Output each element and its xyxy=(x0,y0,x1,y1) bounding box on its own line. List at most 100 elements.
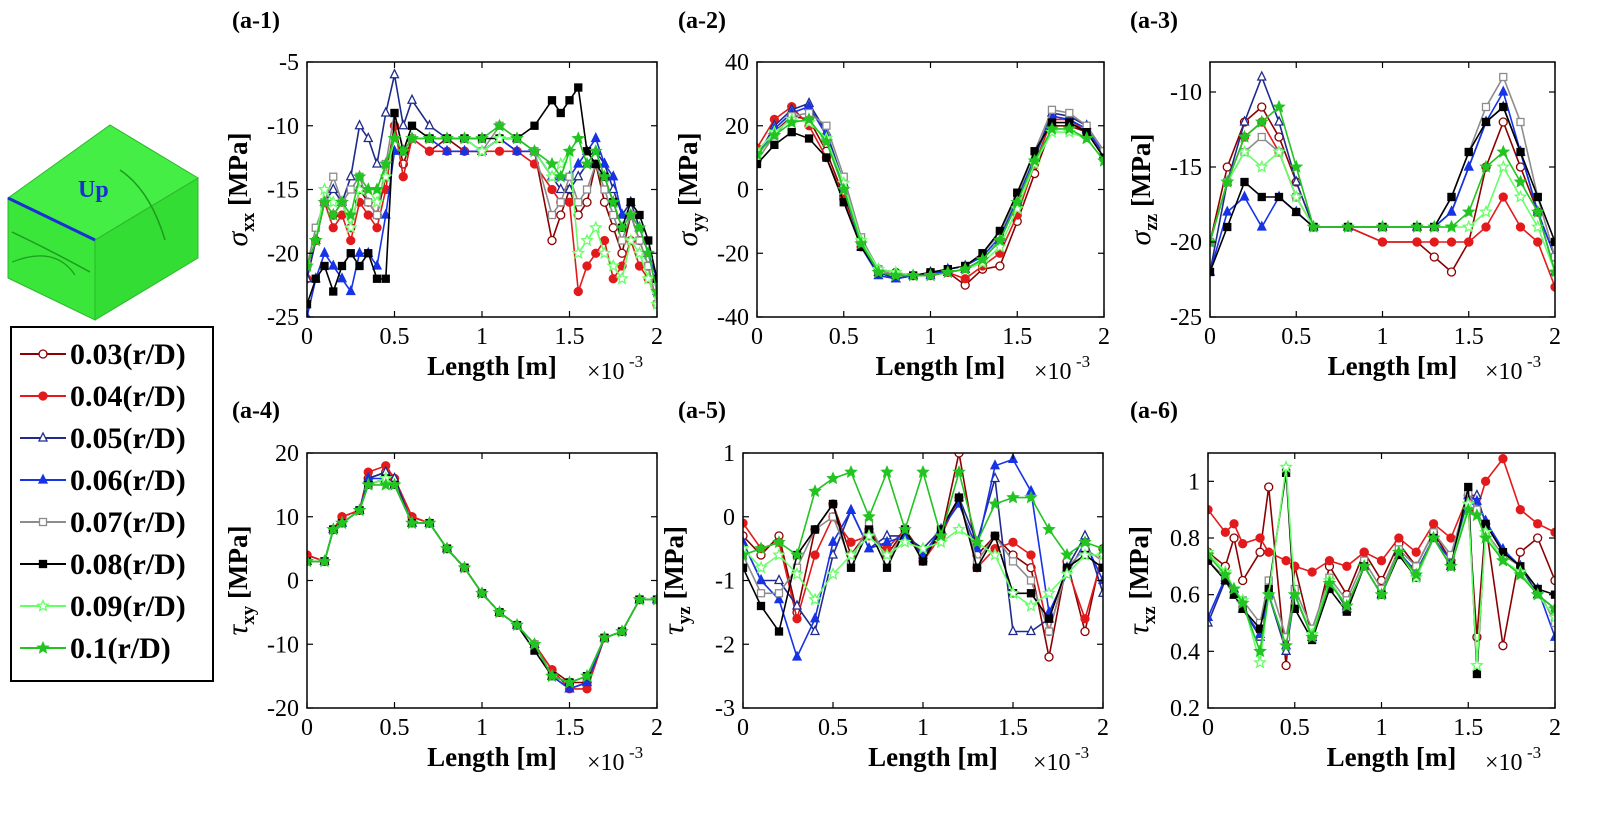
chart-6-panel-label: (a-6) xyxy=(1130,398,1178,424)
chart-3-point xyxy=(1377,237,1388,247)
chart-1-xlabel: Length [m] xyxy=(427,351,557,381)
chart-3-point xyxy=(1273,115,1285,126)
chart-5-point xyxy=(808,484,822,498)
chart-1-point xyxy=(406,93,418,104)
chart-3-point xyxy=(1256,70,1267,81)
chart-1-panel-label: (a-1) xyxy=(232,8,280,34)
chart-1-point xyxy=(555,183,566,194)
chart-3-point xyxy=(1291,175,1302,186)
chart-6-point xyxy=(1229,519,1239,529)
box-blue-edge xyxy=(7,196,96,242)
chart-5-point xyxy=(1044,614,1054,623)
legend-item: 0.07(r/D) xyxy=(12,502,212,542)
chart-1-point xyxy=(615,220,629,234)
chart-4-point xyxy=(422,515,437,529)
chart-5-xtick-label: 1.5 xyxy=(998,715,1028,741)
chart-5-point xyxy=(1007,625,1019,636)
chart-6-point xyxy=(1480,476,1491,486)
chart-3-point xyxy=(1306,219,1321,233)
chart-1-point xyxy=(328,223,338,233)
chart-6-point xyxy=(1255,533,1265,543)
chart-5-point xyxy=(791,650,803,661)
legend-label: 0.06(r/D) xyxy=(70,464,186,497)
chart-3-x-multiplier-exp: -3 xyxy=(1527,352,1541,371)
chart-5-xlabel: Length [m] xyxy=(868,742,998,772)
legend-label: 0.1(r/D) xyxy=(70,632,171,665)
chart-6-point xyxy=(1426,530,1441,544)
chart-2-ytick-label: -40 xyxy=(717,305,749,331)
chart-1-point xyxy=(378,156,393,170)
legend-marker-icon xyxy=(20,640,66,654)
chart-1-point xyxy=(346,185,355,194)
chart-4-axes-box xyxy=(306,452,658,709)
chart-3-ytick-label: -25 xyxy=(1170,305,1202,331)
chart-4-point xyxy=(405,515,419,529)
chart-1-point xyxy=(396,144,411,158)
chart-6-point xyxy=(1208,505,1213,515)
chart-6-point xyxy=(1461,502,1476,516)
chart-1-point xyxy=(328,259,339,270)
chart-5-point xyxy=(863,542,875,553)
chart-1-point xyxy=(343,220,358,234)
chart-6-point xyxy=(1227,581,1241,595)
chart-1-point xyxy=(623,233,638,247)
chart-2-series-line-8 xyxy=(757,118,1104,277)
chart-6-ytick-label: 0.6 xyxy=(1170,583,1200,609)
chart-5-point xyxy=(934,528,948,542)
chart-5-point xyxy=(898,522,912,536)
legend-label: 0.07(r/D) xyxy=(70,506,186,539)
chart-4-point xyxy=(307,554,314,568)
chart-3-point xyxy=(1210,267,1215,277)
chart-5-point xyxy=(1098,563,1103,572)
chart-4-ytick-label: 10 xyxy=(275,505,299,531)
chart-3-xtick-label: 0 xyxy=(1204,324,1216,350)
chart-2-point xyxy=(757,147,764,161)
legend-marker-icon xyxy=(20,559,66,569)
chart-3-point xyxy=(1516,117,1525,127)
chart-1-point xyxy=(582,147,592,156)
chart-1-point xyxy=(530,121,539,130)
chart-2-point xyxy=(1045,121,1059,135)
chart-6-point xyxy=(1322,576,1337,590)
chart-4-point xyxy=(492,605,507,619)
chart-4-point xyxy=(545,668,559,682)
chart-5-point xyxy=(989,459,1001,470)
chart-3-axes-box xyxy=(1209,61,1556,318)
chart-1-point xyxy=(389,68,400,79)
legend-marker xyxy=(38,517,48,527)
chart-5-ytick-label: 0 xyxy=(723,505,735,531)
chart-3-xtick-label: 1 xyxy=(1377,324,1389,350)
chart-3-point xyxy=(1412,237,1422,247)
chart-6-point xyxy=(1305,630,1319,643)
chart-6-point xyxy=(1376,556,1387,566)
chart-3-point xyxy=(1533,237,1543,247)
chart-3-point xyxy=(1429,252,1439,262)
chart-3-point xyxy=(1239,190,1250,201)
chart-4-ylabel: τxy [MPa] xyxy=(221,526,259,636)
chart-5-point xyxy=(756,601,766,611)
chart-5-point xyxy=(790,547,804,561)
chart-5-point xyxy=(809,625,821,636)
chart-1-xtick-label: 2 xyxy=(651,324,663,350)
chart-4-series-line-2 xyxy=(307,464,657,690)
legend-marker xyxy=(38,559,48,569)
chart-5-point xyxy=(846,537,856,547)
chart-1-point xyxy=(556,198,565,207)
chart-3-point xyxy=(1464,237,1474,247)
chart-4-point xyxy=(564,682,575,693)
chart-2-xtick-label: 0.5 xyxy=(829,324,859,350)
chart-6-xtick-label: 1.5 xyxy=(1453,715,1483,741)
legend-marker xyxy=(38,391,48,401)
chart-1-point xyxy=(635,236,644,245)
chart-6-point xyxy=(1394,533,1404,543)
chart-6-point xyxy=(1340,598,1354,612)
chart-6-point xyxy=(1359,547,1369,557)
chart-3-series-line-1 xyxy=(1210,105,1555,274)
chart-6-point xyxy=(1471,494,1482,505)
chart-2-point xyxy=(1010,201,1025,215)
chart-3-point xyxy=(1254,159,1269,173)
chart-6-point xyxy=(1446,533,1456,543)
chart-1-point xyxy=(573,170,584,181)
chart-2-point xyxy=(1079,131,1094,145)
